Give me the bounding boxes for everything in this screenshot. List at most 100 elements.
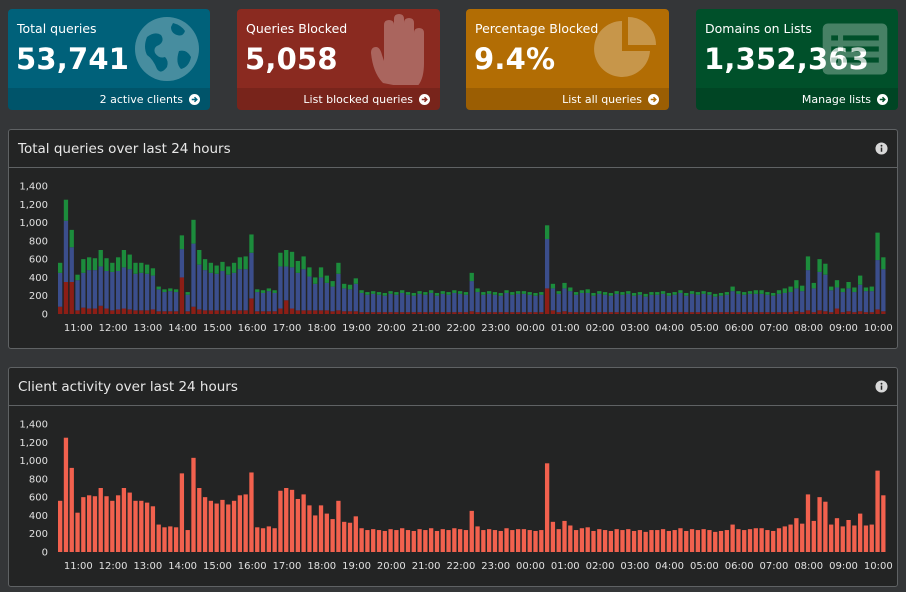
cached-bar[interactable]	[620, 292, 625, 295]
permitted-bar[interactable]	[649, 294, 654, 313]
blocked-bar[interactable]	[475, 312, 480, 314]
cached-bar[interactable]	[631, 292, 637, 296]
cached-bar[interactable]	[168, 288, 173, 292]
client-activity-bar[interactable]	[92, 496, 98, 552]
cached-bar[interactable]	[429, 290, 434, 293]
permitted-bar[interactable]	[759, 293, 764, 313]
client-activity-bar[interactable]	[591, 530, 596, 552]
permitted-bar[interactable]	[371, 293, 376, 313]
client-activity-bar[interactable]	[747, 529, 753, 552]
blocked-bar[interactable]	[440, 312, 445, 314]
cached-bar[interactable]	[498, 292, 503, 296]
blocked-bar[interactable]	[307, 310, 312, 314]
cached-bar[interactable]	[458, 291, 463, 294]
permitted-bar[interactable]	[307, 276, 312, 311]
permitted-bar[interactable]	[289, 267, 295, 309]
blocked-bar[interactable]	[197, 309, 202, 314]
info-icon[interactable]	[875, 142, 888, 155]
permitted-bar[interactable]	[115, 271, 121, 310]
blocked-bar[interactable]	[168, 311, 173, 314]
client-activity-bar[interactable]	[724, 530, 729, 552]
permitted-bar[interactable]	[718, 295, 724, 313]
blocked-bar[interactable]	[794, 311, 799, 314]
permitted-bar[interactable]	[689, 293, 695, 313]
cached-bar[interactable]	[104, 258, 109, 272]
permitted-bar[interactable]	[266, 291, 271, 312]
cached-bar[interactable]	[811, 282, 816, 289]
blocked-bar[interactable]	[492, 312, 498, 314]
client-activity-bar[interactable]	[707, 530, 712, 552]
blocked-bar[interactable]	[429, 312, 434, 314]
permitted-bar[interactable]	[179, 249, 185, 278]
client-activity-bar[interactable]	[226, 504, 231, 552]
client-activity-bar[interactable]	[115, 495, 121, 552]
client-activity-bar[interactable]	[620, 530, 625, 552]
blocked-bar[interactable]	[556, 312, 561, 314]
blocked-bar[interactable]	[486, 312, 492, 314]
cached-bar[interactable]	[626, 291, 631, 294]
blocked-bar[interactable]	[510, 312, 515, 314]
client-activity-bar[interactable]	[376, 530, 382, 552]
client-activity-bar[interactable]	[544, 463, 550, 552]
cached-bar[interactable]	[875, 232, 880, 261]
blocked-bar[interactable]	[272, 311, 277, 314]
cached-bar[interactable]	[121, 250, 127, 268]
blocked-bar[interactable]	[869, 312, 874, 314]
client-activity-bar[interactable]	[127, 492, 132, 552]
blocked-bar[interactable]	[800, 312, 805, 314]
cached-bar[interactable]	[307, 267, 312, 277]
permitted-bar[interactable]	[202, 270, 208, 311]
client-activity-bar[interactable]	[475, 526, 480, 552]
cached-bar[interactable]	[486, 291, 492, 294]
client-activity-bar[interactable]	[382, 530, 387, 552]
client-activity-bar[interactable]	[869, 524, 874, 552]
permitted-bar[interactable]	[655, 294, 660, 313]
blocked-bar[interactable]	[684, 312, 689, 314]
permitted-bar[interactable]	[753, 293, 758, 313]
blocked-bar[interactable]	[144, 310, 150, 314]
blocked-bar[interactable]	[458, 312, 463, 314]
active-clients-link[interactable]: 2 active clients	[8, 88, 210, 110]
client-activity-bar[interactable]	[98, 488, 103, 552]
cached-bar[interactable]	[342, 283, 347, 289]
cached-bar[interactable]	[98, 250, 103, 267]
blocked-bar[interactable]	[620, 312, 625, 314]
permitted-bar[interactable]	[736, 293, 741, 313]
permitted-bar[interactable]	[318, 277, 324, 311]
blocked-bar[interactable]	[655, 312, 660, 314]
cached-bar[interactable]	[92, 258, 98, 271]
cached-bar[interactable]	[237, 257, 243, 270]
permitted-bar[interactable]	[208, 272, 214, 311]
cached-bar[interactable]	[411, 292, 416, 296]
blocked-bar[interactable]	[434, 312, 440, 314]
cached-bar[interactable]	[394, 292, 399, 295]
cached-bar[interactable]	[336, 262, 341, 274]
cached-bar[interactable]	[730, 286, 735, 292]
blocked-bar[interactable]	[759, 312, 764, 314]
client-activity-bar[interactable]	[550, 521, 556, 552]
client-activity-bar[interactable]	[568, 525, 573, 552]
blocked-bar[interactable]	[776, 312, 782, 314]
blocked-bar[interactable]	[666, 312, 672, 314]
permitted-bar[interactable]	[98, 266, 103, 306]
blocked-bar[interactable]	[162, 311, 167, 314]
blocked-bar[interactable]	[359, 312, 364, 314]
client-activity-bar[interactable]	[672, 530, 677, 552]
cached-bar[interactable]	[214, 265, 219, 274]
cached-bar[interactable]	[539, 292, 544, 295]
blocked-bar[interactable]	[875, 309, 880, 314]
blocked-bar[interactable]	[63, 282, 69, 314]
cached-bar[interactable]	[452, 290, 457, 293]
client-activity-bar[interactable]	[504, 528, 509, 552]
cached-bar[interactable]	[127, 254, 132, 270]
client-activity-bar[interactable]	[400, 528, 405, 552]
blocked-bar[interactable]	[371, 312, 376, 314]
cached-bar[interactable]	[220, 261, 225, 272]
cached-bar[interactable]	[707, 292, 712, 295]
cached-bar[interactable]	[713, 293, 718, 297]
permitted-bar[interactable]	[342, 288, 347, 312]
cached-bar[interactable]	[150, 268, 156, 276]
client-activity-bar[interactable]	[539, 530, 544, 552]
client-activity-bar[interactable]	[417, 529, 422, 552]
blocked-bar[interactable]	[127, 309, 132, 314]
